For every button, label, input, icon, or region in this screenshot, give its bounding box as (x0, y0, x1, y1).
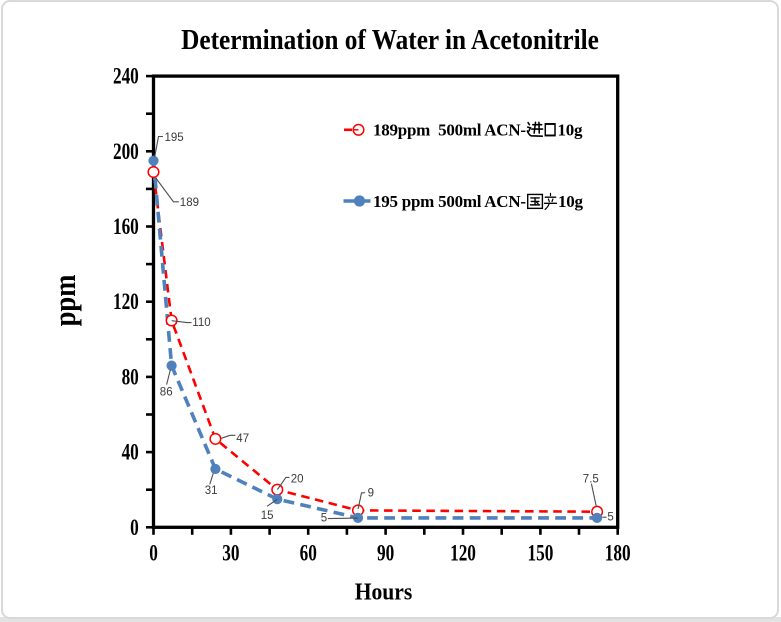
svg-text:0: 0 (130, 516, 139, 541)
svg-text:5: 5 (321, 512, 327, 524)
svg-text:160: 160 (113, 215, 139, 240)
svg-text:20: 20 (291, 473, 304, 485)
svg-text:180: 180 (605, 541, 631, 566)
svg-text:120: 120 (113, 290, 139, 315)
svg-text:10g: 10g (558, 192, 584, 211)
svg-text:31: 31 (205, 485, 218, 497)
svg-text:195 ppm 500ml ACN-: 195 ppm 500ml ACN- (373, 192, 526, 211)
svg-text:189: 189 (180, 197, 199, 209)
svg-text:60: 60 (300, 541, 317, 566)
svg-text:ppm: ppm (48, 275, 82, 327)
svg-text:30: 30 (222, 541, 239, 566)
svg-text:15: 15 (261, 510, 274, 522)
svg-text:86: 86 (160, 387, 173, 399)
svg-text:Determination of Water in Acet: Determination of Water in Acetonitrile (181, 24, 599, 55)
svg-text:189ppm 500ml ACN-: 189ppm 500ml ACN- (373, 121, 526, 140)
svg-text:47: 47 (236, 433, 249, 445)
svg-text:40: 40 (122, 440, 139, 465)
svg-text:110: 110 (192, 317, 210, 329)
svg-text:200: 200 (113, 140, 139, 165)
svg-text:240: 240 (113, 64, 139, 89)
svg-text:5: 5 (607, 512, 613, 524)
svg-text:120: 120 (450, 541, 476, 566)
svg-text:9: 9 (368, 488, 374, 500)
svg-text:90: 90 (377, 541, 394, 566)
svg-text:10g: 10g (558, 121, 584, 140)
svg-text:7.5: 7.5 (583, 473, 599, 485)
svg-text:195: 195 (165, 132, 184, 144)
svg-text:0: 0 (149, 541, 158, 566)
svg-text:80: 80 (122, 365, 139, 390)
svg-text:Hours: Hours (355, 579, 413, 605)
svg-text:150: 150 (527, 541, 553, 566)
